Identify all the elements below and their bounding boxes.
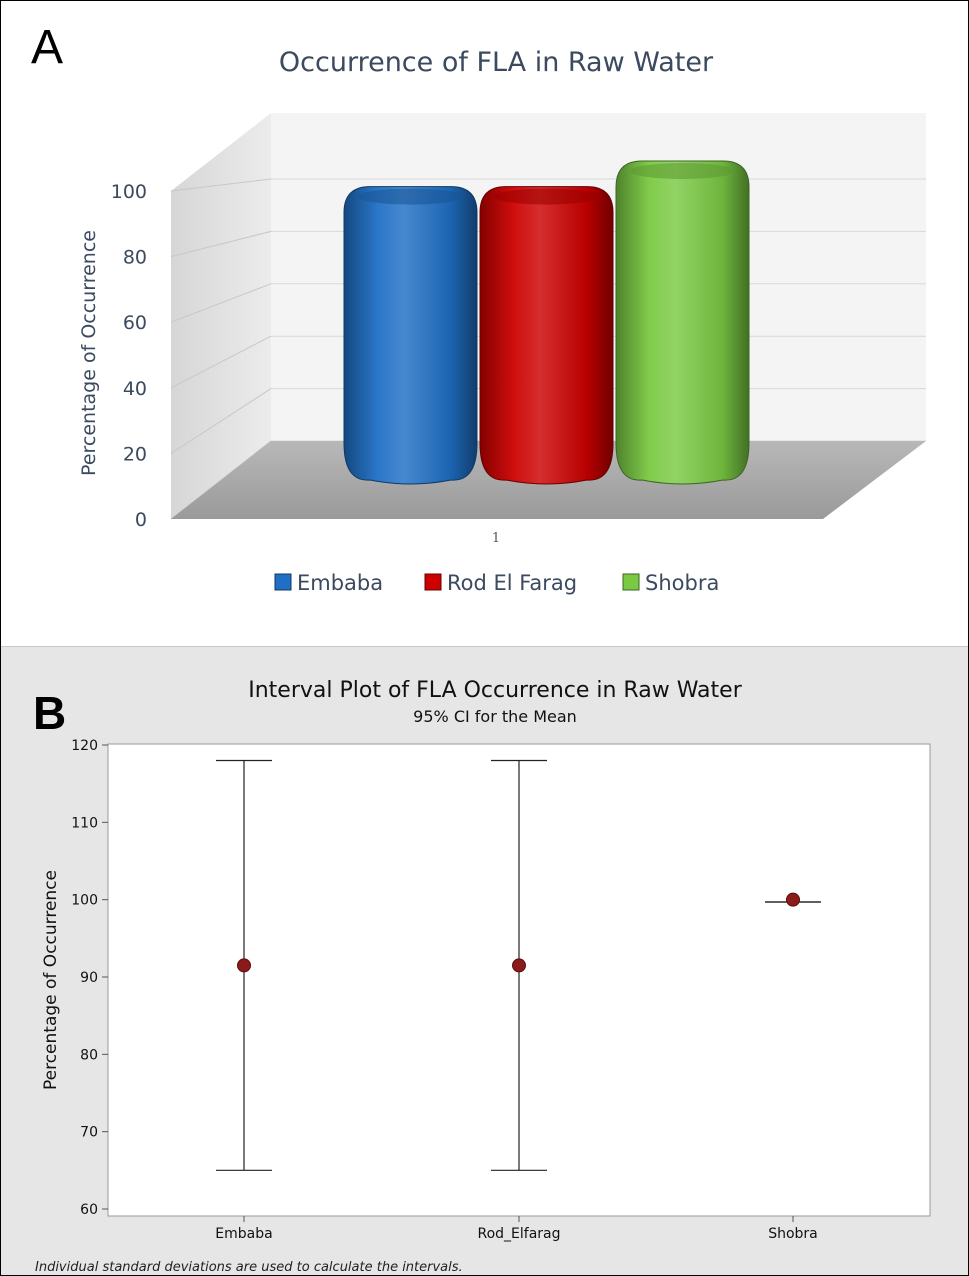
chart-a-legend: Embaba Rod El Farag Shobra <box>274 571 719 595</box>
panel-a: A Occurrence of FLA in Raw Water 0 20 40 60… <box>1 1 968 641</box>
chart-b-mean-point <box>512 958 526 973</box>
chart-b-y-tick-label: 80 <box>80 1047 98 1063</box>
chart-b-footnote: Individual standard deviations are used … <box>35 1260 463 1275</box>
chart-a-cylinder-body <box>343 186 478 485</box>
chart-a-bar-shobra <box>615 160 750 485</box>
chart-b-subtitle: 95% CI for the Mean <box>413 707 577 726</box>
chart-b-interval-rod-elfarag <box>491 759 547 1171</box>
chart-a-x-tick-label: 1 <box>492 531 500 546</box>
chart-a-legend-swatch <box>274 573 292 591</box>
chart-a-legend-swatch <box>622 573 640 591</box>
chart-b-mean-point <box>786 892 800 907</box>
chart-b-mean-point <box>237 958 251 973</box>
chart-a-y-tick-label: 20 <box>123 443 147 465</box>
chart-a-y-tick-label: 60 <box>123 312 147 334</box>
chart-a-cylinder-cap <box>358 188 463 205</box>
chart-a-bar-rod-el-farag <box>479 186 614 485</box>
chart-a-side-gridline <box>170 388 272 454</box>
chart-a-y-tick-label: 100 <box>111 181 147 203</box>
chart-a-bar-embaba <box>343 186 478 485</box>
chart-b-y-tick-label: 100 <box>71 893 98 909</box>
chart-a-y-tick-label: 0 <box>135 509 147 531</box>
chart-b-interval-embaba <box>216 759 272 1171</box>
chart-b-intervals <box>216 759 821 1171</box>
chart-b-y-tick-label: 60 <box>80 1202 98 1218</box>
chart-b-y-tick-label: 90 <box>80 970 98 986</box>
chart-a-legend-item: Embaba <box>274 571 383 595</box>
chart-b-svg: B Interval Plot of FLA Occurrence in Raw… <box>33 678 931 1275</box>
chart-b-y-ticks: 60 70 80 90 100 110 120 <box>71 738 108 1218</box>
chart-b-y-tick-label: 120 <box>71 738 98 754</box>
chart-a-cylinder-cap <box>494 188 599 205</box>
chart-b-interval-shobra <box>765 892 821 907</box>
chart-a-side-gridline <box>170 283 272 323</box>
chart-b-x-ticks: Embaba Rod_Elfarag Shobra <box>215 1216 818 1242</box>
chart-a-legend-swatch <box>424 573 442 591</box>
chart-b-y-tick-label: 110 <box>71 815 98 831</box>
chart-a-side-wall <box>171 113 271 519</box>
chart-b-title: Interval Plot of FLA Occurrence in Raw W… <box>248 678 742 703</box>
chart-a-legend-item: Shobra <box>622 571 719 595</box>
chart-a-cylinder-body <box>615 160 750 485</box>
chart-b-x-tick-label: Shobra <box>768 1226 818 1242</box>
chart-a-legend-item: Rod El Farag <box>424 571 577 595</box>
chart-b-y-axis-label: Percentage of Occurrence <box>41 870 61 1090</box>
panel-b-letter: B <box>33 687 66 739</box>
chart-a-side-gridline <box>170 178 272 192</box>
chart-a-svg: A Occurrence of FLA in Raw Water 0 20 40 60… <box>31 21 926 595</box>
chart-a-side-gridline <box>170 230 272 258</box>
chart-a-legend-label: Rod El Farag <box>447 571 577 595</box>
chart-b-x-tick-label: Rod_Elfarag <box>477 1226 560 1242</box>
panel-b: B Interval Plot of FLA Occurrence in Raw… <box>1 646 968 1275</box>
chart-a-y-axis-label: Percentage of Occurrence <box>78 230 100 476</box>
chart-a-y-tick-label: 80 <box>123 247 147 269</box>
chart-a-side-gridline <box>170 335 272 389</box>
chart-a-legend-label: Shobra <box>645 571 719 595</box>
chart-a-bars <box>343 160 750 485</box>
chart-a-title: Occurrence of FLA in Raw Water <box>279 47 714 78</box>
chart-a-legend-label: Embaba <box>297 571 383 595</box>
chart-a-cylinder-cap <box>630 163 735 179</box>
chart-b-y-tick-label: 70 <box>80 1125 98 1141</box>
chart-a-y-ticks: 0 20 40 60 80 100 <box>111 181 147 531</box>
panel-a-letter: A <box>31 21 63 74</box>
chart-a-cylinder-body <box>479 186 614 485</box>
chart-b-x-tick-label: Embaba <box>215 1226 272 1242</box>
chart-a-y-tick-label: 40 <box>123 378 147 400</box>
